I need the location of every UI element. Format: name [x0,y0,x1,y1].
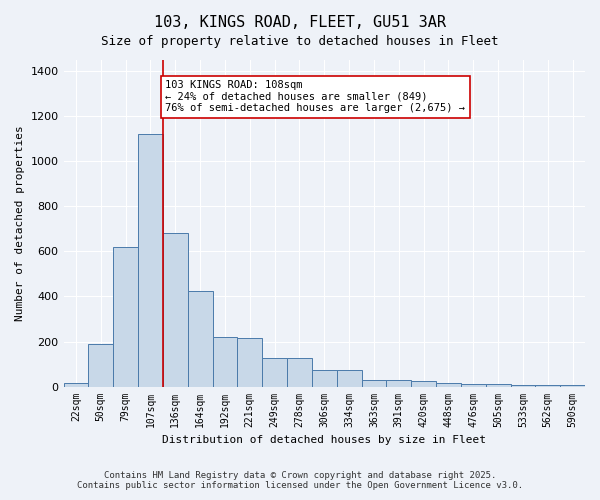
Bar [436,383,461,386]
Bar [163,234,188,386]
Text: 103, KINGS ROAD, FLEET, GU51 3AR: 103, KINGS ROAD, FLEET, GU51 3AR [154,15,446,30]
Bar [188,291,212,386]
Bar [88,344,113,387]
Bar [262,358,287,386]
Bar [64,383,88,386]
Bar [238,338,262,386]
Bar [312,370,337,386]
Bar [287,358,312,386]
Bar [138,134,163,386]
X-axis label: Distribution of detached houses by size in Fleet: Distribution of detached houses by size … [162,435,486,445]
Bar [485,384,511,386]
Bar [362,380,386,386]
Bar [337,370,362,386]
Text: 103 KINGS ROAD: 108sqm
← 24% of detached houses are smaller (849)
76% of semi-de: 103 KINGS ROAD: 108sqm ← 24% of detached… [166,80,466,114]
Y-axis label: Number of detached properties: Number of detached properties [15,126,25,321]
Bar [113,247,138,386]
Bar [461,384,485,386]
Bar [386,380,411,386]
Text: Contains HM Land Registry data © Crown copyright and database right 2025.
Contai: Contains HM Land Registry data © Crown c… [77,470,523,490]
Bar [411,381,436,386]
Bar [212,337,238,386]
Text: Size of property relative to detached houses in Fleet: Size of property relative to detached ho… [101,35,499,48]
